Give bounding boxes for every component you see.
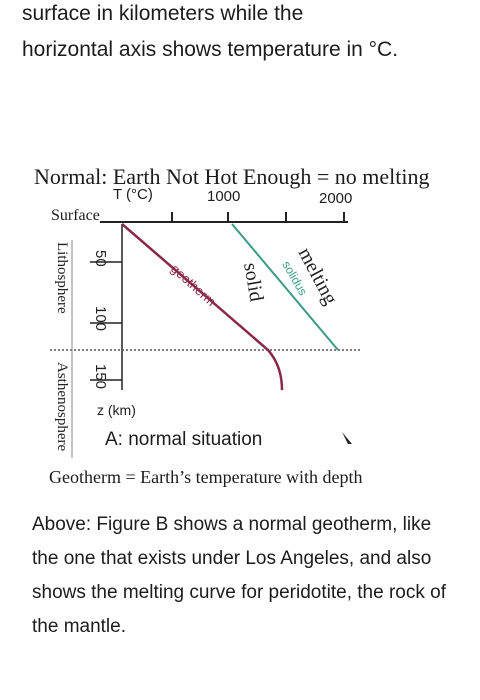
intro-text: surface in kilometers while the horizont… [22,0,472,68]
intro-line-2: horizontal axis shows temperature in °C. [22,38,399,61]
depth-unit-label: z (km) [97,402,136,418]
temperature-tick-label: 1000 [207,188,241,205]
geotherm-diagram: geotherm solidus solid melting 50 100 15… [50,212,360,458]
asthenosphere-label: Asthenosphere [54,362,70,451]
temperature-axis-labels: T (°C) 1000 2000 [47,186,377,207]
geotherm-definition: Geotherm = Earth’s temperature with dept… [49,467,363,487]
cursor-arrow-icon [342,432,352,444]
figure-caption: A: normal situation [105,429,263,450]
geotherm-figure: geotherm solidus solid melting 50 100 15… [0,140,480,520]
solid-label: solid [239,261,267,303]
solidus-curve [231,223,339,351]
intro-line-1: surface in kilometers while the [22,2,304,25]
temperature-tick-label: 2000 [319,190,353,207]
depth-tick-label: 50 [92,250,109,267]
temperature-axis-label: T (°C) [113,186,153,203]
lithosphere-label: Lithosphere [54,242,70,314]
geotherm-curve [121,223,284,391]
geotherm-label: geotherm [168,261,219,309]
figure-title: Normal: Earth Not Hot Enough = no meltin… [34,164,430,189]
explanation-text: Above: Figure B shows a normal geotherm,… [32,514,446,637]
surface-label: Surface [51,207,100,224]
depth-tick-label: 100 [92,306,109,331]
depth-tick-label: 150 [92,364,109,389]
